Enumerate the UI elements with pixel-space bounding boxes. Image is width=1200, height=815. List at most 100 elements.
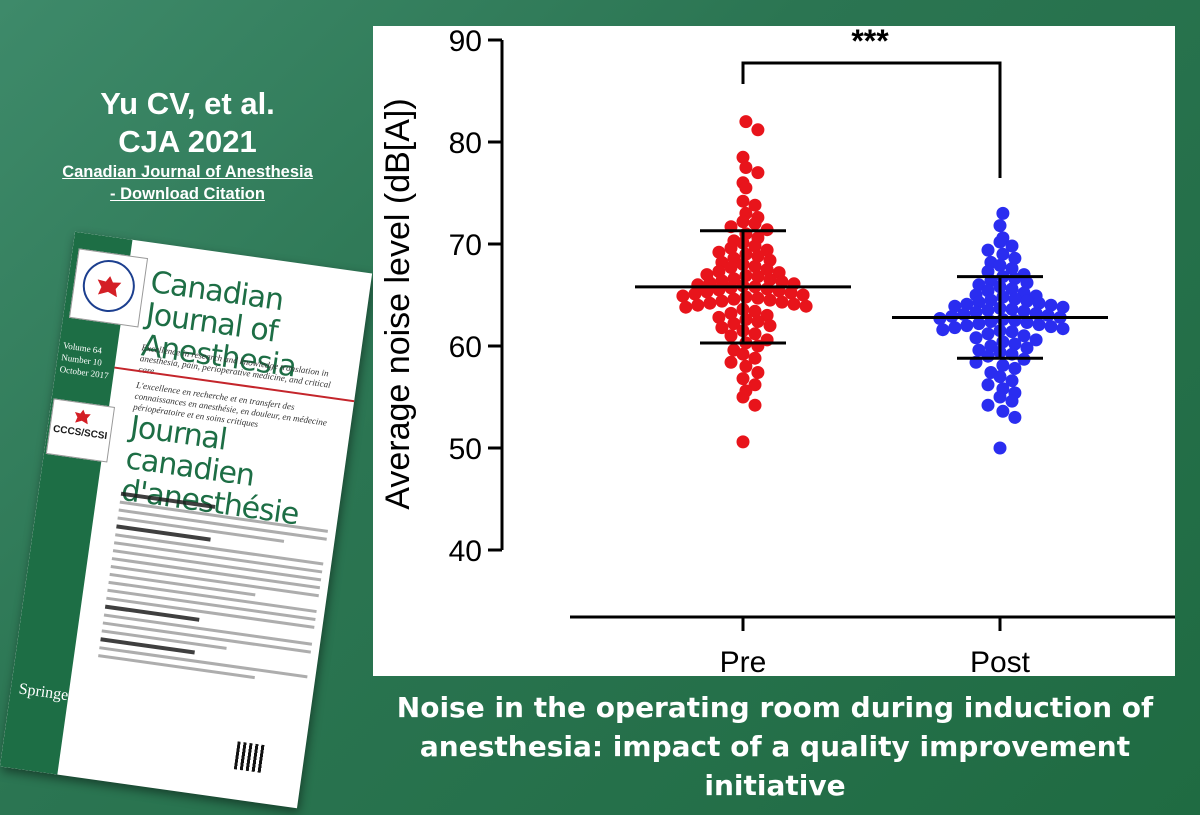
data-point: [1005, 262, 1019, 275]
article-title: Noise in the operating room during induc…: [396, 691, 1154, 802]
data-point: [799, 299, 813, 313]
data-point: [1020, 341, 1034, 355]
data-point: [981, 327, 995, 341]
data-point: [751, 366, 765, 379]
data-point: [751, 315, 765, 328]
data-point: [736, 194, 750, 208]
data-point: [796, 288, 810, 302]
data-point: [972, 295, 986, 309]
chart-points: [676, 115, 1070, 455]
data-point: [763, 293, 777, 307]
data-point: [787, 297, 801, 311]
data-point: [996, 206, 1010, 220]
data-point: [727, 292, 741, 306]
data-point: [960, 297, 974, 311]
data-point: [727, 317, 741, 331]
data-point: [739, 181, 753, 195]
data-point: [993, 219, 1007, 233]
data-point: [1020, 294, 1034, 308]
data-point: [724, 329, 738, 343]
data-point: [724, 355, 738, 369]
data-point: [703, 296, 717, 310]
data-point: [1044, 320, 1058, 334]
data-point: [751, 123, 765, 137]
data-point: [736, 435, 750, 449]
data-point: [1005, 394, 1019, 408]
data-point: [751, 166, 765, 180]
data-point: [748, 304, 762, 318]
significance-bracket: [741, 61, 1002, 178]
data-point: [760, 243, 774, 257]
data-point: [739, 290, 753, 304]
data-point: [1032, 296, 1046, 310]
data-point: [739, 359, 753, 373]
data-point: [736, 390, 750, 404]
data-point: [751, 270, 765, 284]
data-point: [712, 245, 726, 259]
data-point: [739, 313, 753, 326]
y-axis-label: Average noise level (dB[A]): [379, 98, 417, 509]
y-tick-label: 90: [449, 26, 482, 58]
data-point: [748, 217, 762, 231]
data-point: [993, 370, 1007, 384]
data-point: [981, 349, 995, 363]
data-point: [957, 307, 971, 321]
chart-panel: 40 50 60 70 80 90 Pre Post Average noise level …: [373, 26, 1175, 676]
data-point: [981, 398, 995, 412]
data-point: [763, 319, 777, 333]
citation-link-journal[interactable]: Canadian Journal of Anesthesia: [62, 163, 313, 181]
data-point: [1056, 322, 1070, 336]
cas-logo-icon: [69, 248, 149, 328]
x-tick-label: Post: [970, 646, 1031, 676]
data-point: [1005, 374, 1019, 388]
data-point: [984, 339, 998, 353]
data-point: [960, 319, 974, 333]
data-point: [1017, 329, 1031, 343]
data-point: [936, 323, 950, 337]
cover-issue-info: Volume 64 Number 10 October 2017: [59, 339, 116, 382]
data-point: [724, 241, 738, 255]
chart-error-bars: [635, 61, 1108, 360]
data-point: [1005, 325, 1019, 339]
citation-journal-year: CJA 2021: [118, 124, 257, 159]
data-point: [748, 351, 762, 365]
data-point: [1005, 239, 1019, 253]
data-point: [948, 299, 962, 313]
chart-axes: 40 50 60 70 80 90 Pre Post: [449, 26, 1175, 676]
data-point: [739, 161, 753, 174]
data-point: [972, 317, 986, 331]
data-point: [993, 235, 1007, 249]
data-point: [691, 298, 705, 312]
data-point: [996, 358, 1010, 372]
data-point: [948, 321, 962, 335]
data-point: [993, 390, 1007, 404]
data-point: [751, 249, 765, 263]
y-tick-label: 40: [449, 535, 482, 568]
data-point: [1008, 361, 1022, 375]
data-point: [1008, 410, 1022, 424]
data-point: [748, 198, 762, 212]
maple-leaf-icon: [73, 409, 91, 425]
x-tick-label: Pre: [720, 646, 767, 676]
data-point: [736, 347, 750, 361]
y-tick-label: 80: [449, 127, 482, 160]
data-point: [1008, 292, 1022, 306]
y-tick-label: 60: [449, 331, 482, 364]
cover-contents: [97, 487, 330, 692]
data-point: [981, 243, 995, 257]
citation-link-download[interactable]: - Download Citation: [110, 185, 265, 203]
cccs-logo-text: CCCS/SCSI: [52, 423, 108, 443]
data-point: [972, 278, 986, 292]
cccs-logo: CCCS/SCSI: [45, 398, 116, 463]
y-tick-label: 70: [449, 229, 482, 262]
data-point: [993, 258, 1007, 272]
citation-authors: Yu CV, et al.: [100, 86, 275, 121]
data-point: [1029, 333, 1043, 347]
data-point: [1020, 316, 1034, 329]
data-point: [739, 115, 753, 129]
data-point: [760, 308, 774, 322]
data-point: [748, 259, 762, 273]
data-point: [969, 331, 983, 345]
data-point: [984, 293, 998, 307]
citation-block: Yu CV, et al. CJA 2021 Canadian Journal …: [10, 85, 365, 205]
